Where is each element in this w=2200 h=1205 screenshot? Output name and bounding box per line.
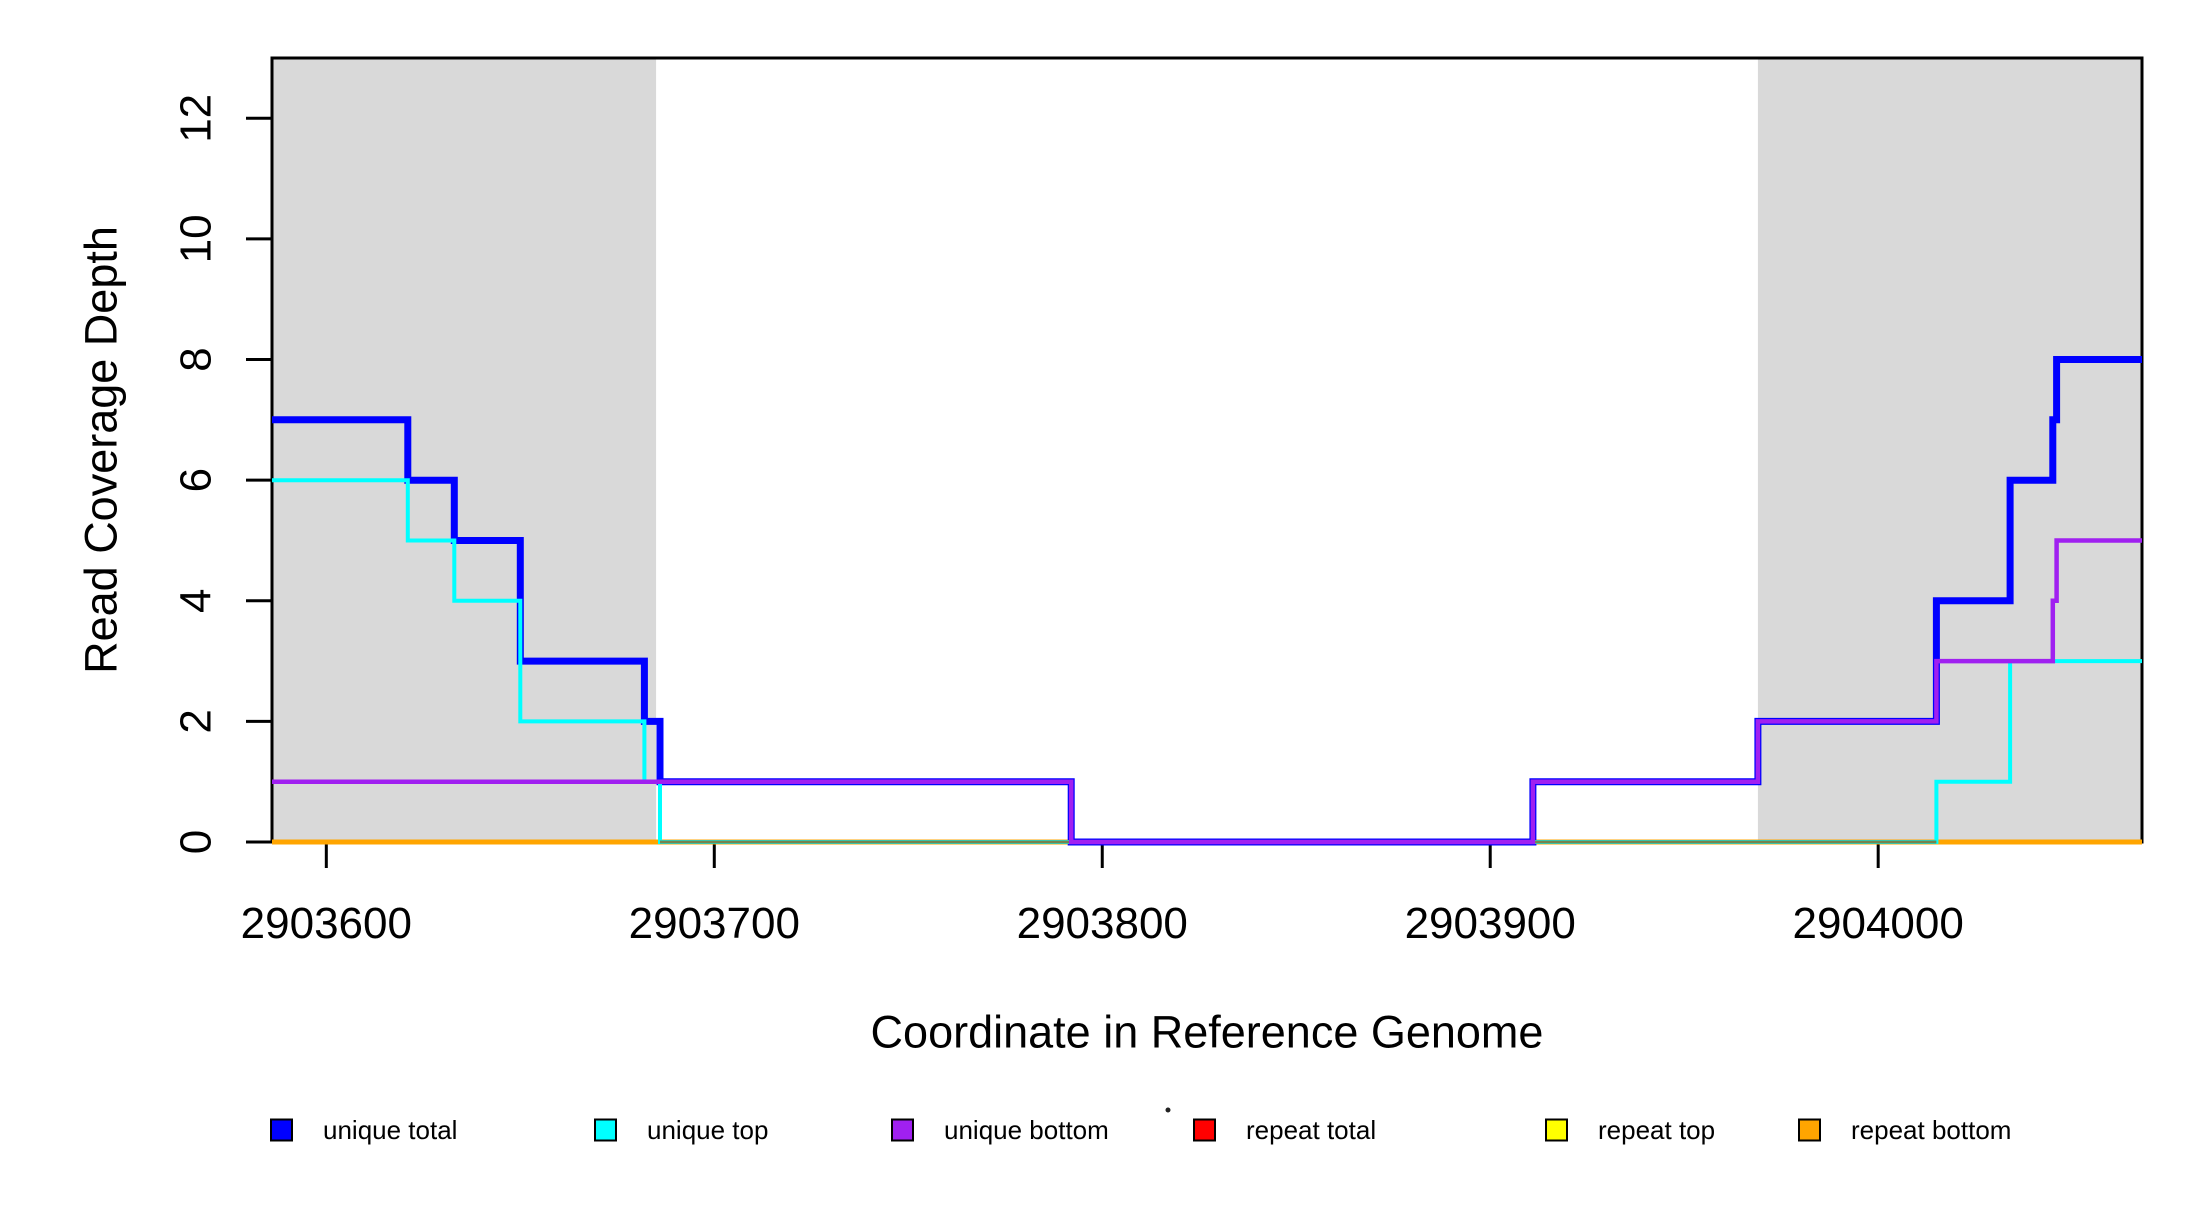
legend-swatch-unique-total (270, 1118, 293, 1142)
shaded-regions-layer (272, 58, 2142, 842)
legend-label: repeat top (1598, 1115, 1715, 1145)
legend-item: repeat bottom (1798, 1115, 2011, 1145)
legend-item: unique top (594, 1115, 768, 1145)
legend-swatch-repeat-total (1193, 1118, 1216, 1142)
y-axis-title: Read Coverage Depth (76, 226, 127, 674)
legend: unique total unique top unique bottom re… (270, 1115, 2011, 1145)
legend-label: repeat bottom (1851, 1115, 2011, 1145)
legend-swatch-unique-bottom (891, 1118, 914, 1142)
legend-label: unique top (647, 1115, 768, 1145)
x-tick-label: 2903700 (629, 899, 800, 948)
legend-label: unique total (323, 1115, 457, 1145)
y-tick-label: 0 (172, 830, 221, 854)
y-tick-label: 12 (172, 94, 221, 143)
legend-item: repeat total (1193, 1115, 1376, 1145)
legend-label: unique bottom (944, 1115, 1109, 1145)
legend-label: repeat total (1246, 1115, 1376, 1145)
x-tick-label: 2904000 (1793, 899, 1964, 948)
legend-swatch-repeat-bottom (1798, 1118, 1821, 1142)
y-tick-label: 4 (172, 589, 221, 613)
series-unique-bottom (272, 538, 2142, 845)
shaded-region (272, 58, 657, 842)
shaded-region (1757, 58, 2142, 842)
stray-dot-artifact (1165, 1107, 1171, 1113)
x-tick-label: 2903900 (1405, 899, 1576, 948)
y-tick-label: 2 (172, 709, 221, 733)
legend-item: repeat top (1545, 1115, 1715, 1145)
legend-item: unique total (270, 1115, 457, 1145)
x-tick-label: 2903600 (241, 899, 412, 948)
x-tick-label: 2903800 (1017, 899, 1188, 948)
y-tick-label: 10 (172, 214, 221, 263)
legend-swatch-repeat-top (1545, 1118, 1568, 1142)
series-unique-top (272, 478, 2142, 844)
y-tick-label: 6 (172, 468, 221, 492)
x-axis-title: Coordinate in Reference Genome (871, 1007, 1544, 1058)
legend-item: unique bottom (891, 1115, 1109, 1145)
y-tick-label: 8 (172, 347, 221, 371)
axes-frame-layer: 2903600 2903700 2903800 2903900 2904000 0 2 4 6 8… (172, 56, 2144, 948)
series-lines-layer (272, 356, 2142, 846)
legend-swatch-unique-top (594, 1118, 617, 1142)
